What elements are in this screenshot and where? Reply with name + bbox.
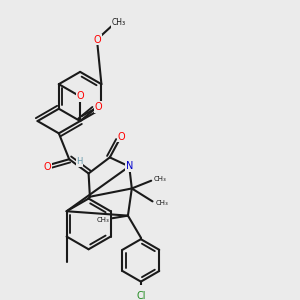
Text: CH₃: CH₃ xyxy=(112,18,126,27)
Text: CH₃: CH₃ xyxy=(155,200,168,206)
Text: O: O xyxy=(93,34,101,44)
Text: O: O xyxy=(44,162,51,172)
Text: O: O xyxy=(94,102,102,112)
Text: Cl: Cl xyxy=(136,291,146,300)
Text: O: O xyxy=(118,132,125,142)
Text: O: O xyxy=(76,92,84,101)
Text: CH₃: CH₃ xyxy=(154,176,167,182)
Text: N: N xyxy=(125,161,133,172)
Text: H: H xyxy=(76,157,83,166)
Text: CH₃: CH₃ xyxy=(97,217,110,223)
